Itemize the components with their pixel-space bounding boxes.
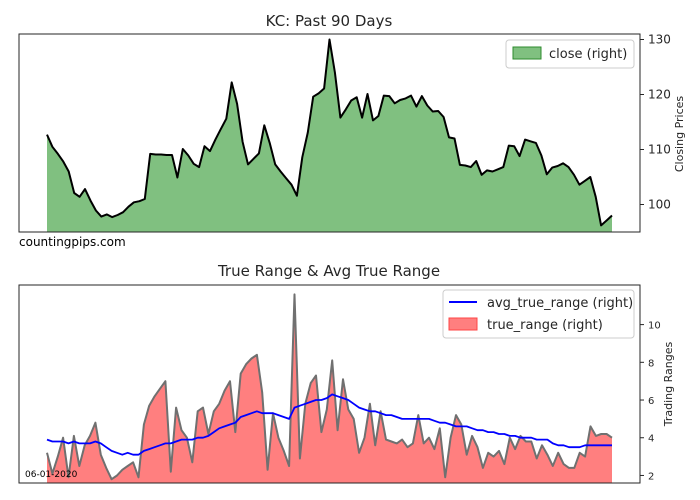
true-range-series-line [46, 293, 613, 481]
range-y-tick-label: 6 [648, 396, 654, 407]
range-y-tick-label: 8 [648, 358, 654, 369]
range-plot-frame [18, 284, 641, 484]
close-y-tick-label: 130 [648, 33, 671, 47]
range-legend-box [442, 289, 635, 339]
range-chart-title: True Range & Avg True Range [217, 262, 440, 280]
range-y-tick-label: 4 [648, 434, 654, 445]
true-range-legend-label: true_range (right) [487, 318, 603, 333]
true-range-chart: True Range & Avg True Range 2 4 6 8 10 Tradi… [18, 262, 675, 484]
close-y-tick-label: 110 [648, 143, 671, 157]
avg-true-range-series-line [46, 393, 612, 456]
date-annotation: 06-01-2020 [25, 470, 78, 480]
range-y-ticks: 2 4 6 8 10 [640, 321, 661, 482]
close-y-ticks: 100 110 120 130 [640, 33, 671, 212]
close-area-layer [47, 39, 612, 232]
close-y-axis-label: Closing Prices [673, 96, 686, 173]
range-y-axis-label: Trading Ranges [662, 342, 675, 428]
close-price-chart: KC: Past 90 Days 100 110 120 130 Closing Pr… [18, 12, 686, 249]
close-legend-swatch [512, 46, 542, 60]
close-y-tick-label: 120 [648, 88, 671, 102]
true-range-legend-swatch [448, 317, 478, 331]
close-line-layer [46, 38, 613, 227]
range-y-tick-label: 10 [648, 321, 661, 332]
avg-true-range-legend-label: avg_true_range (right) [487, 296, 633, 311]
close-series-line [46, 38, 613, 227]
close-plot-frame [18, 33, 641, 233]
close-y-tick-label: 100 [648, 198, 671, 212]
close-chart-title: KC: Past 90 Days [266, 12, 393, 30]
watermark-text: countingpips.com [19, 235, 126, 249]
range-y-tick-label: 2 [648, 471, 654, 482]
close-area [47, 39, 612, 232]
close-legend: close (right) [505, 39, 635, 69]
close-legend-label: close (right) [549, 47, 627, 62]
range-legend: avg_true_range (right) true_range (right… [442, 289, 635, 339]
avg-true-range-line-layer [46, 393, 612, 456]
true-range-line-layer [46, 293, 613, 481]
